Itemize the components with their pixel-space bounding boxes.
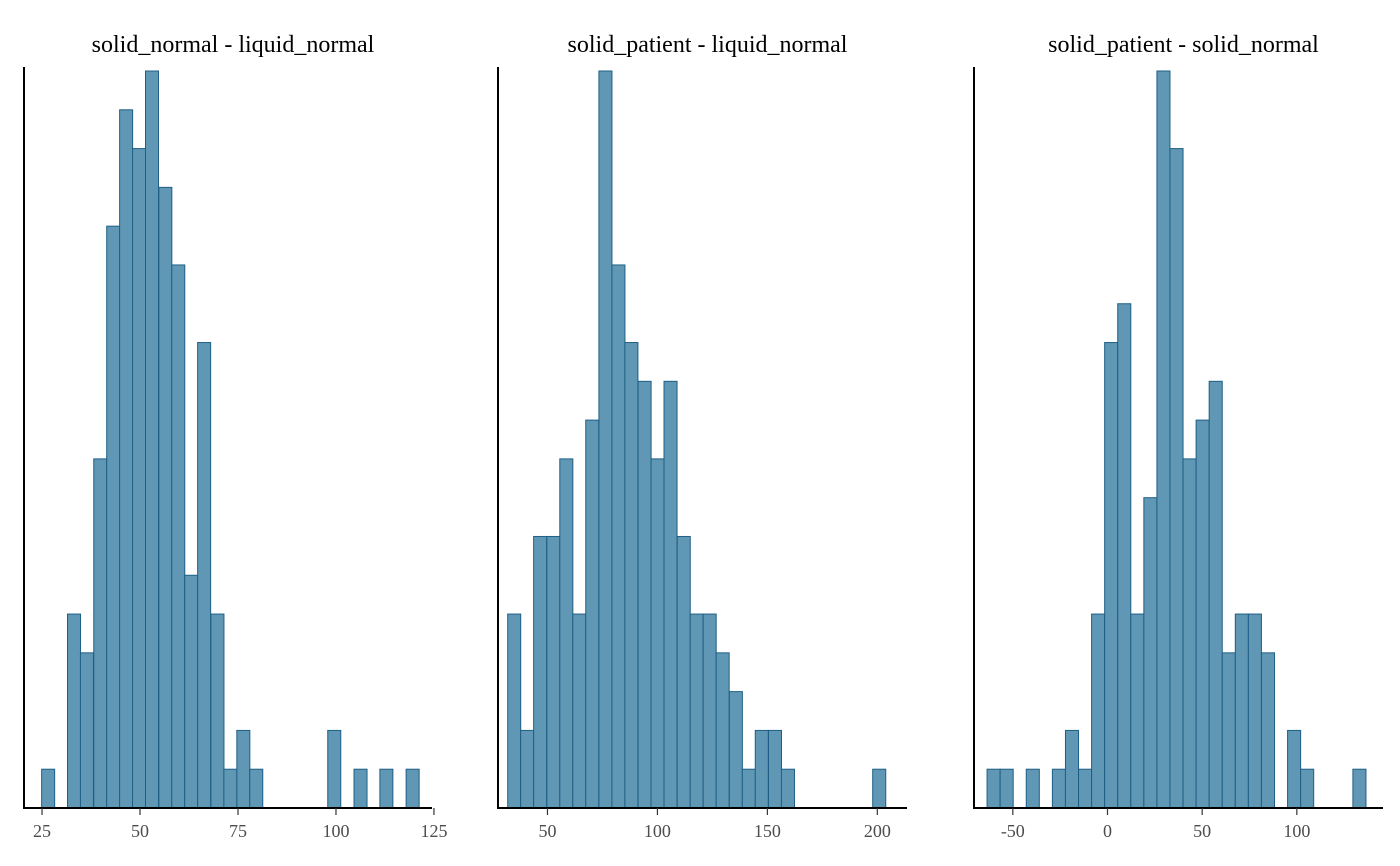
histogram-bar xyxy=(585,419,600,809)
histogram-bar xyxy=(405,768,420,809)
histogram-bar xyxy=(624,342,639,809)
histogram-bar xyxy=(119,109,134,809)
histogram-bar xyxy=(1195,419,1210,809)
histogram-bar xyxy=(572,613,587,809)
histogram-bar xyxy=(1182,458,1197,809)
histogram-bar xyxy=(702,613,717,809)
x-tick-label: 75 xyxy=(229,821,247,841)
x-tick-label: 0 xyxy=(1103,821,1112,841)
histogram-bar xyxy=(598,70,613,809)
histogram-bar xyxy=(1078,768,1093,809)
histogram-bar xyxy=(611,264,626,809)
histogram-bar xyxy=(1208,380,1223,809)
x-tick-label: 100 xyxy=(1283,821,1310,841)
histogram-bar xyxy=(520,729,535,809)
histogram-bar xyxy=(1260,652,1276,809)
histogram-bar xyxy=(353,768,368,809)
x-tick-label: 50 xyxy=(131,821,149,841)
histogram-bar xyxy=(986,768,1001,809)
x-tick-label: 50 xyxy=(1193,821,1211,841)
histogram-panel-2: solid_patient - liquid_normal 50 100 150 200 xyxy=(497,32,907,841)
histogram-bar xyxy=(249,768,264,809)
histogram-bar xyxy=(780,768,795,809)
panel-title: solid_normal - liquid_normal xyxy=(92,32,375,58)
histogram-bar xyxy=(184,574,199,809)
histogram-bar xyxy=(728,691,743,809)
histogram-bar xyxy=(1352,768,1367,809)
histogram-bar xyxy=(1051,768,1066,809)
x-tick-label: 100 xyxy=(644,821,671,841)
panel-title: solid_patient - liquid_normal xyxy=(568,32,848,58)
histogram-bar xyxy=(236,729,251,809)
histogram-bar xyxy=(507,613,522,809)
histogram-bar xyxy=(1247,613,1262,809)
histogram-bar xyxy=(223,768,238,809)
histogram-bar xyxy=(872,768,887,809)
histogram-bar xyxy=(1143,497,1158,809)
histogram-bar xyxy=(1064,729,1080,809)
x-tick-label: 150 xyxy=(754,821,781,841)
histogram-bar xyxy=(327,729,342,809)
histogram-panel-3: solid_patient - solid_normal -50 0 50 100 xyxy=(973,32,1383,841)
histogram-bar xyxy=(132,148,147,809)
histogram-bar xyxy=(1104,342,1119,809)
histogram-bar xyxy=(1025,768,1040,809)
panel-title: solid_patient - solid_normal xyxy=(1048,32,1319,58)
histogram-bar xyxy=(197,342,212,809)
histogram-bar xyxy=(1287,729,1302,809)
histogram-bar xyxy=(1091,613,1106,809)
histogram-panel-1: solid_normal - liquid_normal 25 50 75 100 125 xyxy=(23,32,447,841)
x-tick-label: 125 xyxy=(420,821,447,841)
x-tick-label: 25 xyxy=(33,821,51,841)
histogram-bar xyxy=(1221,652,1236,809)
histogram-bar xyxy=(171,264,186,809)
histogram-bar xyxy=(1130,613,1145,809)
x-tick-label: -50 xyxy=(1001,821,1025,841)
histogram-bar xyxy=(210,613,225,809)
histogram-bar xyxy=(67,613,82,809)
histogram-bar xyxy=(546,535,561,809)
histogram-bar xyxy=(93,458,108,809)
histogram-bar xyxy=(715,652,730,809)
histogram-bar xyxy=(999,768,1014,809)
histogram-bar xyxy=(676,535,691,809)
histogram-bar xyxy=(1300,768,1315,809)
histogram-bar xyxy=(689,613,704,809)
histogram-bar xyxy=(754,729,769,809)
histogram-bar xyxy=(663,380,678,809)
histogram-bar xyxy=(1156,70,1171,809)
histogram-bar xyxy=(741,768,756,809)
histogram-bar xyxy=(1234,613,1249,809)
histogram-bar xyxy=(533,535,548,809)
histogram-bar xyxy=(1169,148,1184,809)
histogram-bar xyxy=(41,768,56,809)
histogram-bar xyxy=(106,225,121,809)
histogram-bar xyxy=(79,652,94,809)
histogram-bar xyxy=(379,768,394,809)
histogram-bar xyxy=(767,729,783,809)
histogram-bar xyxy=(145,70,160,809)
x-tick-label: 50 xyxy=(538,821,556,841)
histogram-bar xyxy=(1117,303,1132,809)
x-tick-label: 200 xyxy=(864,821,891,841)
histogram-bar xyxy=(559,458,574,809)
x-tick-label: 100 xyxy=(322,821,349,841)
histogram-bar xyxy=(158,186,173,809)
histogram-bar xyxy=(650,458,665,809)
histogram-bar xyxy=(637,380,652,809)
